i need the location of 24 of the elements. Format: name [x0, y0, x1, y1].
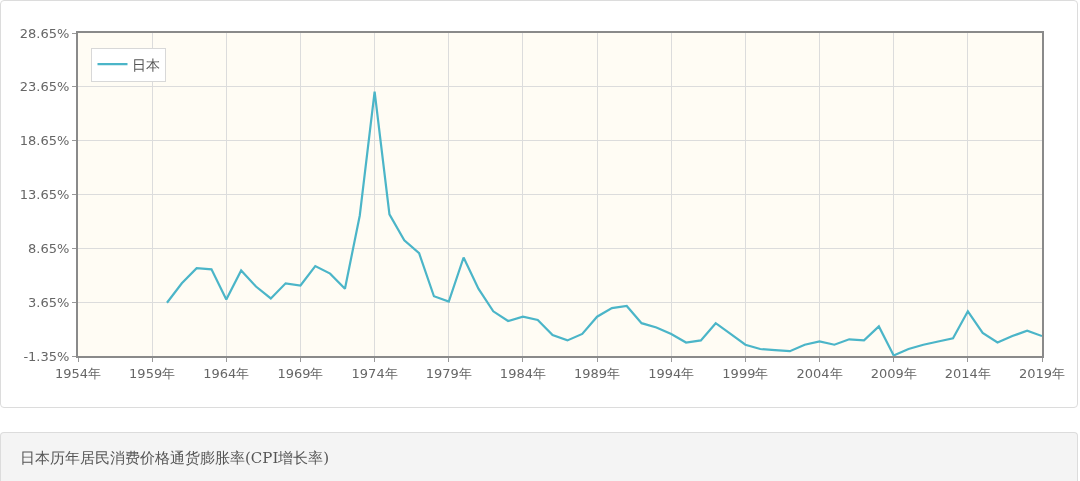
x-tick-label: 2019年: [1018, 365, 1066, 381]
y-tick-label: 3.65%: [28, 294, 70, 310]
x-tick-label: 1984年: [499, 365, 546, 381]
y-tick-label: -1.35%: [23, 348, 70, 364]
x-tick-label: 1964年: [203, 365, 250, 381]
line-series: [165, 90, 1042, 356]
x-tick-label: 1989年: [574, 365, 621, 381]
y-tick-label: 28.65%: [19, 25, 70, 41]
x-tick-label: 1959年: [129, 365, 176, 381]
x-tick-label: 1969年: [277, 365, 324, 381]
y-tick-label: 8.65%: [28, 240, 70, 256]
text: 日本历年居民消费价格通货膨胀率(CPI增长率): [20, 449, 330, 468]
x-tick-label: 1979年: [425, 365, 472, 381]
x-tick-label: 2014年: [944, 365, 991, 381]
x-tick-label: 2004年: [796, 365, 843, 381]
x-tick-label: 1954年: [54, 365, 102, 381]
y-tick-label: 18.65%: [19, 133, 70, 149]
y-tick-label: 23.65%: [19, 79, 70, 95]
legend-label: 日本: [132, 56, 161, 73]
y-tick-label: 13.65%: [19, 187, 70, 203]
x-tick-label: 1999年: [722, 365, 769, 381]
x-tick-label: 2009年: [870, 365, 917, 381]
x-tick-label: 1994年: [648, 365, 695, 381]
x-tick-label: 1974年: [351, 365, 398, 381]
